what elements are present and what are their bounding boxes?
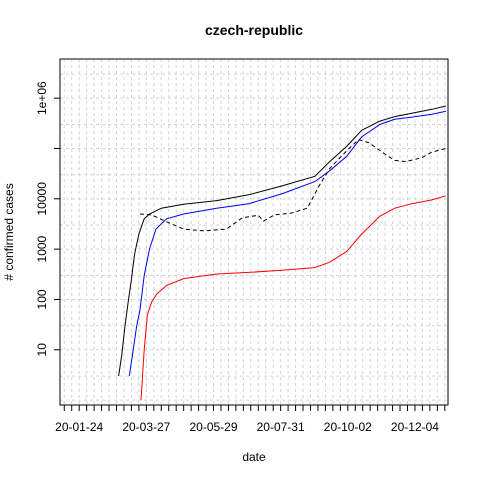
chart-title: czech-republic xyxy=(205,22,303,38)
x-tick-label: 20-05-29 xyxy=(189,420,237,434)
series-line-dashed xyxy=(139,139,447,232)
x-tick-label: 20-03-27 xyxy=(122,420,170,434)
y-tick-label: 100 xyxy=(35,289,49,309)
series-line-blue xyxy=(128,110,447,377)
x-tick-label: 20-01-24 xyxy=(55,420,103,434)
x-tick-label: 20-10-02 xyxy=(324,420,372,434)
y-axis: 10 100 1000 10000 1e+06 xyxy=(35,81,61,357)
plot-frame xyxy=(59,58,449,406)
series-line-red xyxy=(140,195,447,401)
x-axis: 20-01-24 20-03-27 20-05-29 20-07-31 20-10-02… xyxy=(55,404,446,434)
series-lines xyxy=(118,105,447,401)
y-tick-label: 10 xyxy=(35,343,49,357)
x-axis-label: date xyxy=(242,450,266,464)
y-tick-label: 1e+06 xyxy=(35,81,49,115)
grid-lines xyxy=(60,59,448,405)
x-tick-label: 20-07-31 xyxy=(257,420,305,434)
y-axis-label: # confirmed cases xyxy=(2,183,16,280)
x-tick-label: 20-12-04 xyxy=(391,420,439,434)
y-tick-label: 10000 xyxy=(35,182,49,216)
series-line-black xyxy=(118,105,447,377)
y-tick-label: 1000 xyxy=(35,235,49,262)
